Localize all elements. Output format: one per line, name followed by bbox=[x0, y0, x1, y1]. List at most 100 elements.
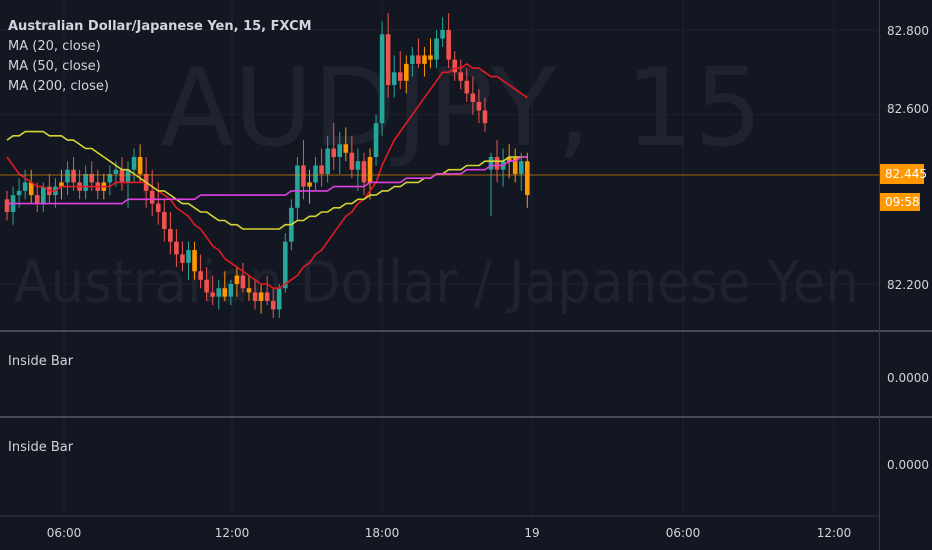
candle-body bbox=[494, 157, 500, 170]
candle-body bbox=[319, 165, 324, 174]
candle-body bbox=[301, 165, 306, 187]
candle-body bbox=[22, 182, 28, 191]
candle-body bbox=[216, 288, 222, 297]
candle-body bbox=[488, 157, 494, 170]
candle-body bbox=[404, 63, 409, 81]
candle-body bbox=[131, 157, 137, 170]
candle-body bbox=[428, 55, 433, 60]
candle-body bbox=[264, 292, 270, 301]
candle-body bbox=[283, 241, 288, 289]
candle-body bbox=[155, 203, 161, 213]
candle-body bbox=[89, 173, 94, 183]
candle-body bbox=[470, 93, 476, 102]
candle-body bbox=[198, 271, 203, 280]
countdown-label: 09:58 bbox=[885, 195, 920, 209]
candle-body bbox=[180, 254, 185, 263]
candle-body bbox=[295, 165, 300, 208]
pane-value: 0.0000 bbox=[887, 371, 929, 385]
candle-body bbox=[192, 250, 197, 272]
candle-body bbox=[107, 173, 113, 183]
indicator-ma50[interactable]: MA (50, close) bbox=[8, 59, 101, 74]
candle-body bbox=[397, 72, 403, 81]
pane-value: 0.0000 bbox=[887, 458, 929, 472]
indicator-ma20[interactable]: MA (20, close) bbox=[8, 39, 101, 54]
time-tick: 06:00 bbox=[666, 526, 701, 540]
candle-body bbox=[307, 182, 312, 187]
time-tick: 19 bbox=[524, 526, 539, 540]
price-axis[interactable]: 82.800 82.600 82.200 82.445 09:58 bbox=[880, 24, 929, 292]
candle-body bbox=[41, 186, 46, 204]
countdown-badge bbox=[880, 193, 920, 211]
candle-body bbox=[385, 34, 391, 86]
indicator-ma200[interactable]: MA (200, close) bbox=[8, 79, 109, 94]
candle-body bbox=[16, 190, 22, 196]
candle-body bbox=[422, 55, 427, 64]
candle-body bbox=[355, 161, 361, 170]
candle-body bbox=[246, 288, 252, 293]
candle-body bbox=[464, 80, 470, 94]
candle-body bbox=[518, 161, 524, 174]
candle-body bbox=[258, 292, 264, 301]
candle-body bbox=[367, 157, 373, 183]
candle-body bbox=[476, 101, 482, 111]
candle-body bbox=[149, 190, 155, 204]
candle-body bbox=[71, 169, 76, 183]
candle-body bbox=[373, 123, 379, 157]
pane-label: Inside Bar bbox=[8, 354, 74, 369]
current-price-badge bbox=[880, 164, 924, 184]
candle-body bbox=[391, 72, 397, 86]
candle-body bbox=[416, 55, 421, 64]
candle-body bbox=[337, 144, 343, 157]
candle-body bbox=[313, 165, 318, 183]
watermark-description: Australian Dollar / Japanese Yen bbox=[14, 248, 859, 316]
candle-body bbox=[65, 169, 70, 183]
candle-body bbox=[276, 288, 282, 310]
candle-body bbox=[410, 55, 415, 64]
candle-body bbox=[174, 241, 179, 255]
chart-legend: Australian Dollar/Japanese Yen, 15, FXCM… bbox=[8, 17, 312, 97]
candle-body bbox=[325, 148, 330, 174]
time-tick: 12:00 bbox=[817, 526, 852, 540]
time-axis[interactable]: 06:00 12:00 18:00 19 06:00 12:00 bbox=[47, 526, 852, 540]
candle-body bbox=[34, 195, 40, 204]
candle-body bbox=[125, 169, 131, 183]
candle-body bbox=[168, 228, 173, 242]
candle-body bbox=[440, 30, 445, 39]
candle-body bbox=[349, 152, 355, 170]
time-tick: 18:00 bbox=[365, 526, 400, 540]
chart-title[interactable]: Australian Dollar/Japanese Yen, 15, FXCM bbox=[8, 19, 312, 34]
candle-body bbox=[482, 110, 488, 124]
time-tick: 06:00 bbox=[47, 526, 82, 540]
candle-body bbox=[137, 157, 143, 174]
candle-body bbox=[270, 300, 276, 310]
time-tick: 12:00 bbox=[215, 526, 250, 540]
candle-body bbox=[331, 148, 336, 157]
pane-label: Inside Bar bbox=[8, 440, 74, 455]
candlestick-series[interactable] bbox=[4, 13, 530, 318]
candle-body bbox=[113, 169, 119, 174]
candle-body bbox=[434, 38, 439, 60]
moving-average-lines[interactable] bbox=[6, 63, 528, 290]
candle-body bbox=[343, 144, 349, 153]
candle-body bbox=[59, 182, 64, 187]
candle-body bbox=[228, 284, 234, 297]
current-price-label: 82.445 bbox=[885, 167, 927, 181]
ma20-line bbox=[6, 63, 528, 290]
candle-body bbox=[252, 292, 258, 301]
candle-body bbox=[379, 34, 385, 124]
candle-body bbox=[162, 212, 167, 229]
ma200-line bbox=[7, 156, 528, 205]
candle-body bbox=[525, 161, 530, 196]
candle-body bbox=[119, 169, 125, 183]
candle-body bbox=[222, 288, 228, 297]
candle-body bbox=[204, 279, 209, 293]
candle-body bbox=[458, 72, 464, 81]
candle-body bbox=[512, 157, 518, 174]
candle-body bbox=[83, 173, 88, 191]
candle-body bbox=[240, 275, 246, 289]
candle-body bbox=[361, 161, 367, 183]
candle-body bbox=[446, 30, 451, 60]
candle-body bbox=[186, 250, 191, 263]
price-tick: 82.600 bbox=[887, 102, 929, 116]
